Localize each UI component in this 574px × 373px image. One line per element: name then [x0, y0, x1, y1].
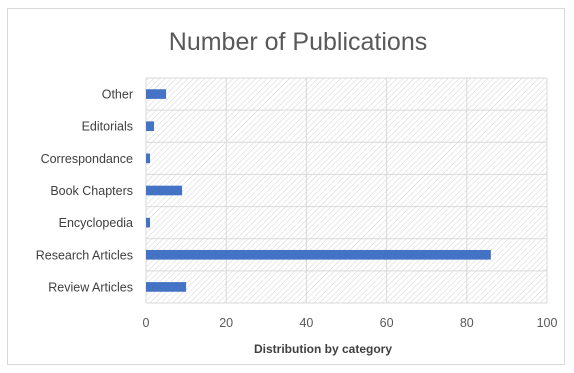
x-tick-label: 60: [380, 316, 394, 330]
category-label: Editorials: [82, 120, 133, 134]
bar: [146, 185, 183, 196]
category-label: Book Chapters: [50, 184, 133, 198]
x-tick-label: 40: [299, 316, 313, 330]
bars: [146, 89, 491, 292]
x-tick-label: 100: [537, 316, 558, 330]
plot-area: [146, 78, 547, 303]
category-labels: Other Editorials Correspondance Book Chapte…: [36, 88, 133, 295]
x-tick-label: 80: [460, 316, 474, 330]
category-label: Correspondance: [41, 152, 133, 166]
bar: [146, 121, 155, 132]
bar: [146, 153, 151, 164]
bar: [146, 282, 187, 292]
category-label: Encyclopedia: [59, 216, 133, 230]
gridlines: [145, 77, 548, 304]
bar: [146, 249, 491, 260]
chart-title: Number of Publications: [169, 28, 427, 56]
bar: [146, 89, 167, 99]
x-axis-label: Distribution by category: [254, 342, 392, 356]
category-label: Research Articles: [36, 248, 133, 262]
bar: [146, 217, 151, 228]
x-tick-label: 20: [219, 316, 233, 330]
category-label: Other: [102, 88, 133, 102]
category-label: Review Articles: [48, 280, 133, 294]
x-tick-labels: 0 20 40 60 80 100: [143, 316, 558, 330]
x-tick-label: 0: [143, 316, 150, 330]
